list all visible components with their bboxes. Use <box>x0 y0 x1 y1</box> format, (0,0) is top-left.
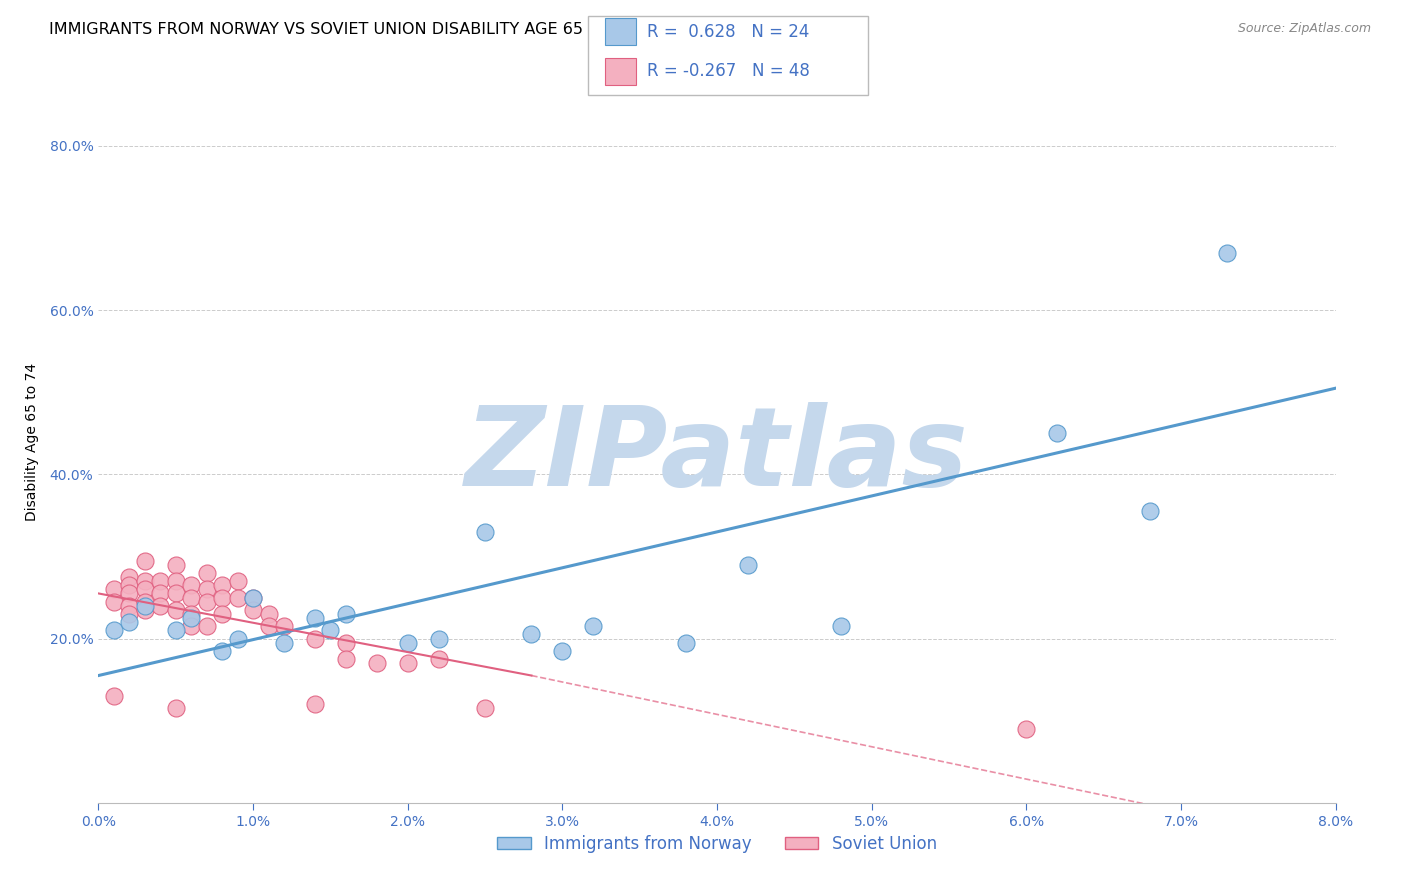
Point <box>737 558 759 572</box>
Point <box>180 611 202 625</box>
Point <box>520 627 543 641</box>
Point <box>226 632 249 646</box>
Point <box>335 607 357 621</box>
Point <box>118 570 141 584</box>
Point <box>1216 245 1239 260</box>
Point <box>195 566 218 580</box>
Point <box>118 599 141 613</box>
Point <box>149 599 172 613</box>
Point <box>396 657 419 671</box>
Point <box>211 607 233 621</box>
Point <box>304 611 326 625</box>
Point <box>103 582 125 597</box>
Point <box>273 619 295 633</box>
Point <box>134 603 156 617</box>
Text: ZIPatlas: ZIPatlas <box>465 402 969 509</box>
Point <box>165 586 187 600</box>
Point <box>335 652 357 666</box>
Point <box>118 586 141 600</box>
Point <box>180 591 202 605</box>
Point <box>474 701 496 715</box>
Point <box>149 574 172 588</box>
Point <box>242 591 264 605</box>
Point <box>165 574 187 588</box>
Point <box>304 632 326 646</box>
Point <box>582 619 605 633</box>
Point <box>1046 426 1069 441</box>
Point <box>427 652 450 666</box>
Point <box>242 603 264 617</box>
Point <box>134 553 156 567</box>
Point <box>118 615 141 630</box>
Point <box>118 607 141 621</box>
Point <box>165 701 187 715</box>
Point <box>474 524 496 539</box>
Point <box>1015 722 1038 736</box>
Point <box>134 574 156 588</box>
Point <box>319 624 342 638</box>
Point <box>226 574 249 588</box>
Legend: Immigrants from Norway, Soviet Union: Immigrants from Norway, Soviet Union <box>491 828 943 860</box>
Point <box>830 619 852 633</box>
Text: Source: ZipAtlas.com: Source: ZipAtlas.com <box>1237 22 1371 36</box>
Point <box>335 636 357 650</box>
Point <box>257 607 280 621</box>
Point <box>551 644 574 658</box>
Point <box>257 619 280 633</box>
Point <box>675 636 697 650</box>
Point <box>134 594 156 608</box>
Point <box>304 698 326 712</box>
Point <box>396 636 419 650</box>
Point <box>103 689 125 703</box>
Point <box>195 619 218 633</box>
Y-axis label: Disability Age 65 to 74: Disability Age 65 to 74 <box>24 362 38 521</box>
Point <box>149 586 172 600</box>
Point <box>427 632 450 646</box>
Point <box>134 582 156 597</box>
Text: IMMIGRANTS FROM NORWAY VS SOVIET UNION DISABILITY AGE 65 TO 74 CORRELATION CHART: IMMIGRANTS FROM NORWAY VS SOVIET UNION D… <box>49 22 814 37</box>
Text: R =  0.628   N = 24: R = 0.628 N = 24 <box>647 22 808 41</box>
Point <box>211 578 233 592</box>
Point <box>103 624 125 638</box>
Point <box>211 591 233 605</box>
Point <box>273 636 295 650</box>
Point <box>134 599 156 613</box>
Point <box>103 594 125 608</box>
Point <box>1139 504 1161 518</box>
Point <box>165 624 187 638</box>
Point <box>180 607 202 621</box>
Point <box>165 603 187 617</box>
Point <box>118 578 141 592</box>
Point <box>180 619 202 633</box>
Point <box>211 644 233 658</box>
Point <box>180 578 202 592</box>
Point <box>226 591 249 605</box>
Point <box>195 594 218 608</box>
Point <box>242 591 264 605</box>
Text: R = -0.267   N = 48: R = -0.267 N = 48 <box>647 62 810 80</box>
Point <box>195 582 218 597</box>
Point <box>165 558 187 572</box>
Point <box>366 657 388 671</box>
